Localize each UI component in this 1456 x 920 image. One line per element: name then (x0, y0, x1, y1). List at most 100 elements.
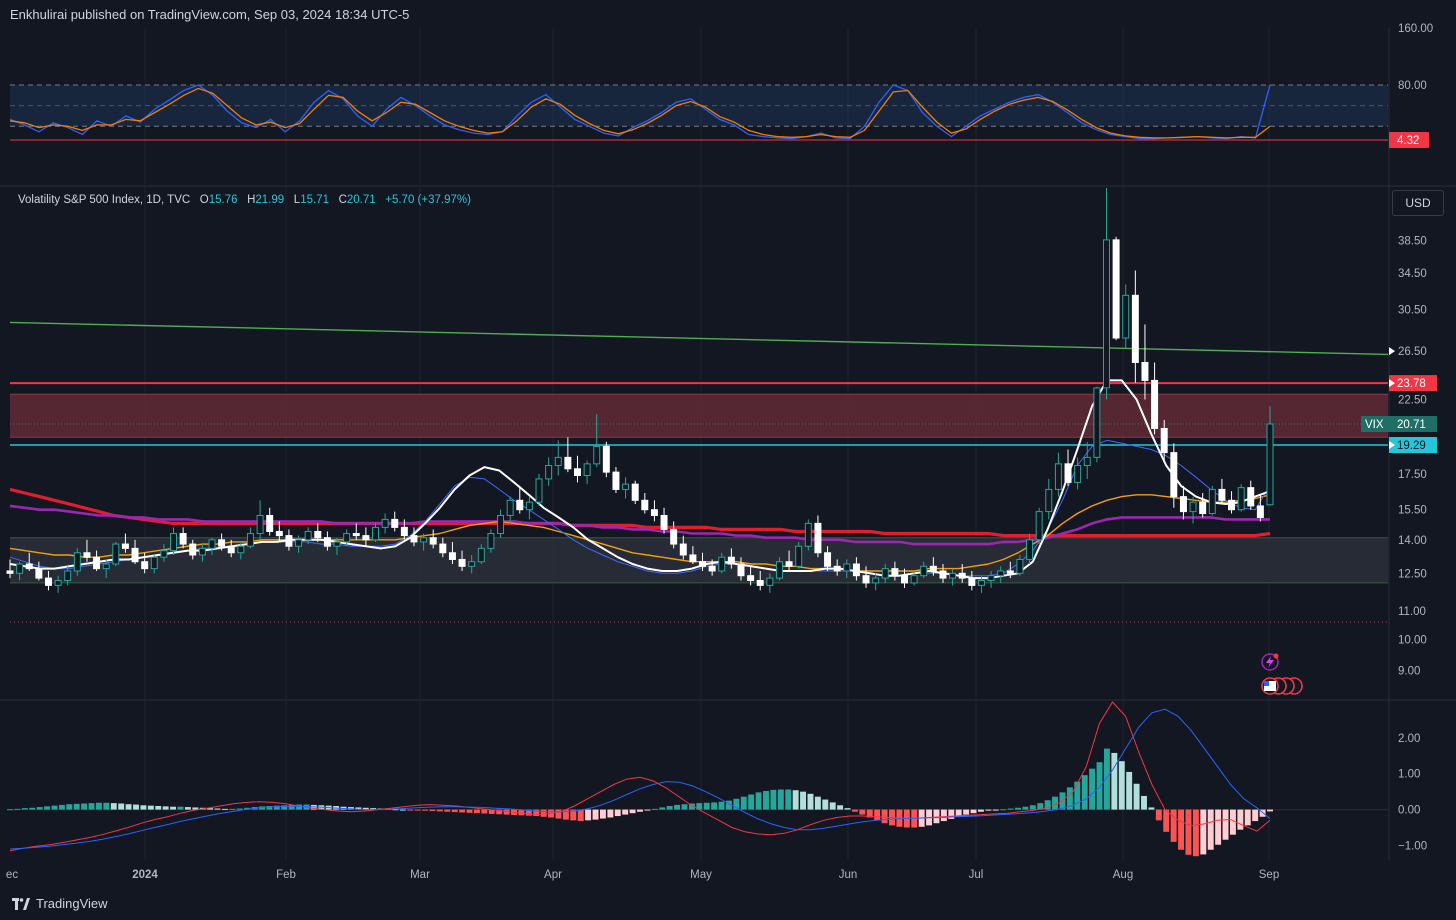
currency-button[interactable]: USD (1392, 190, 1444, 216)
stoch-y-tick-label: 160.00 (1398, 23, 1433, 35)
macd-histogram-bar (725, 800, 732, 810)
candle-body (545, 464, 553, 480)
macd-histogram-bar (1118, 761, 1125, 810)
candle-body (1228, 499, 1236, 511)
macd-histogram-bar (1133, 783, 1140, 810)
price-y-tick-label: 14.00 (1398, 535, 1427, 547)
tradingview-brand[interactable]: TradingView (12, 896, 108, 911)
macd-histogram-bar (807, 793, 814, 810)
candle-body (622, 483, 630, 490)
macd-histogram-bar (414, 809, 421, 811)
macd-histogram-bar (948, 809, 955, 819)
candle-body (699, 561, 707, 567)
macd-histogram-bar (429, 809, 436, 812)
candle-body (420, 537, 428, 543)
support-price-tag-label: 19.29 (1397, 440, 1426, 452)
candle-body (785, 561, 793, 567)
price-legend: Volatility S&P 500 Index, 1D, TVC O15.76… (18, 194, 471, 206)
price-zone (10, 394, 1388, 438)
moving-average-line (9, 379, 1271, 580)
macd-histogram-bar (777, 789, 784, 810)
macd-histogram-bar (703, 802, 710, 810)
macd-histogram-bar (1259, 809, 1266, 817)
macd-histogram-bar (236, 808, 243, 810)
candle-body (1064, 463, 1072, 483)
candle-body (997, 570, 1005, 577)
macd-histogram-bar (1267, 809, 1273, 812)
candle-body (141, 561, 149, 570)
macd-histogram-bar (1244, 809, 1251, 826)
last-price-tag-label: 20.71 (1397, 419, 1426, 431)
price-y-tick-label: 17.50 (1398, 469, 1427, 481)
candle-body (814, 522, 822, 554)
candle-body (497, 514, 505, 535)
macd-histogram-bar (214, 808, 221, 810)
macd-histogram-bar (851, 809, 858, 812)
macd-histogram-bar (451, 809, 458, 813)
macd-histogram-bar (1096, 762, 1103, 810)
macd-histogram-bar (696, 803, 703, 810)
candle-body (343, 533, 351, 543)
candle-body (1199, 501, 1207, 515)
candle-body (83, 552, 91, 558)
macd-histogram-bar (881, 809, 888, 824)
candle-body (1054, 463, 1062, 490)
candle-body (593, 445, 601, 465)
candle-body (881, 568, 889, 579)
candle-body (1026, 539, 1034, 560)
candle-body (400, 526, 408, 537)
macd-histogram-bar (711, 802, 718, 810)
candle-body (150, 556, 158, 570)
candle-body (477, 547, 485, 563)
candle-body (1045, 488, 1053, 513)
macd-histogram-bar (1252, 809, 1259, 822)
candle-body (737, 563, 745, 577)
candle-body (612, 471, 620, 490)
macd-histogram-bar (940, 809, 947, 822)
x-tick-label: May (690, 869, 712, 881)
macd-histogram-bar (1000, 809, 1007, 811)
macd-histogram-bar (629, 809, 636, 814)
open-value: 15.76 (208, 194, 238, 206)
candle-body (1131, 294, 1139, 363)
candle-body (121, 543, 129, 549)
publisher-caption: Enkhulirai published on TradingView.com,… (10, 7, 410, 22)
price-y-tick-label: 26.50 (1398, 346, 1427, 358)
candle-body (54, 580, 62, 586)
candle-body (323, 537, 331, 547)
macd-histogram-bar (829, 802, 836, 810)
symbol-tag-label: VIX (1365, 419, 1384, 431)
candle-body (929, 565, 937, 572)
macd-histogram-bar (785, 789, 792, 810)
x-tick-label: Jul (969, 869, 984, 881)
macd-histogram-bar (748, 794, 755, 810)
close-label: C (338, 194, 347, 206)
macd-histogram-bar (599, 809, 606, 819)
macd-histogram-bar (221, 808, 228, 810)
x-tick-label: Feb (276, 869, 296, 881)
candle-body (804, 522, 812, 547)
macd-histogram-bar (118, 803, 125, 810)
candle-body (775, 561, 783, 579)
x-tick-label: Jun (839, 869, 858, 881)
lightning-bolt-glyph (1266, 656, 1274, 668)
candle-body (352, 533, 360, 537)
macd-histogram-bar (585, 809, 592, 821)
axis-marker-triangle (1389, 441, 1395, 450)
candle-body (939, 570, 947, 579)
candle-body (246, 533, 254, 547)
macd-histogram-bar (1074, 781, 1081, 810)
brand-name: TradingView (36, 896, 108, 911)
macd-histogram-bar (555, 809, 562, 819)
candle-body (1103, 239, 1110, 389)
macd-histogram-bar (370, 808, 377, 810)
candle-body (1256, 505, 1264, 518)
macd-histogram-bar (1015, 807, 1021, 810)
candle-body (391, 518, 399, 528)
macd-histogram-bar (496, 809, 503, 815)
macd-histogram-bar (281, 805, 288, 810)
macd-histogram-bar (755, 792, 762, 810)
bottom-bar (0, 890, 1456, 920)
macd-histogram-bar (81, 803, 88, 810)
